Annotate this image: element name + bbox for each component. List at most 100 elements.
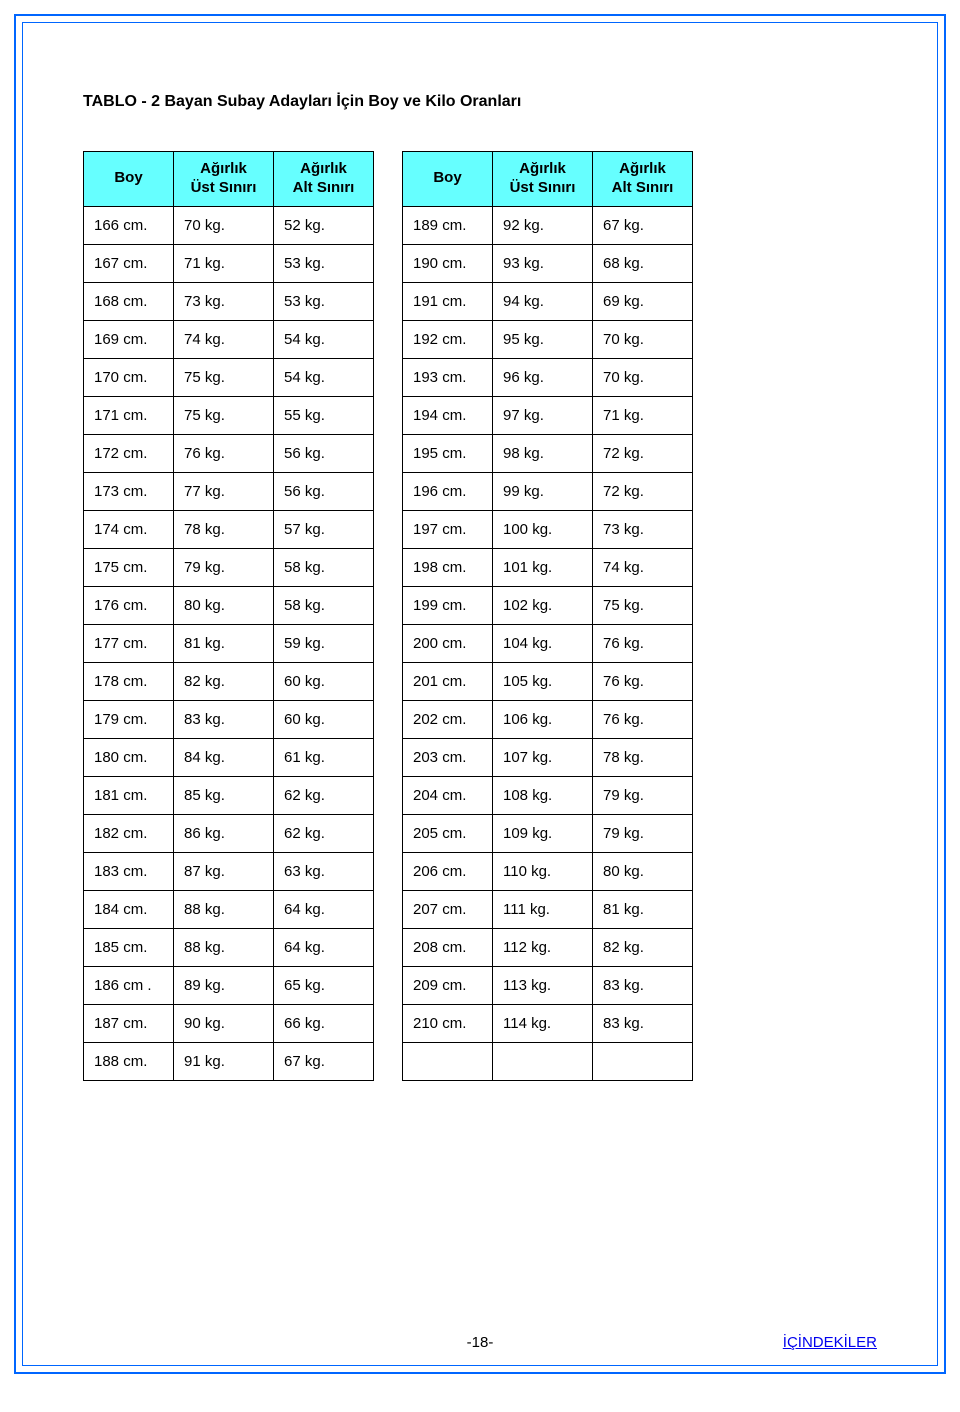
table-cell: 175 cm. [84,548,174,586]
table-cell: 78 kg. [593,738,693,776]
table-cell: 68 kg. [593,244,693,282]
table-cell: 109 kg. [493,814,593,852]
table-cell: 58 kg. [274,548,374,586]
table-row: 190 cm.93 kg.68 kg. [403,244,693,282]
table-cell: 106 kg. [493,700,593,738]
table-row: 202 cm.106 kg.76 kg. [403,700,693,738]
table-row: 188 cm.91 kg.67 kg. [84,1042,374,1080]
table-row: 207 cm.111 kg.81 kg. [403,890,693,928]
table-row: 175 cm.79 kg.58 kg. [84,548,374,586]
table-row: 184 cm.88 kg.64 kg. [84,890,374,928]
table-cell: 183 cm. [84,852,174,890]
table-cell: 112 kg. [493,928,593,966]
col-header-ust: AğırlıkÜst Sınırı [174,152,274,207]
table-cell: 201 cm. [403,662,493,700]
table-cell: 87 kg. [174,852,274,890]
col-header-boy: Boy [403,152,493,207]
table-cell: 169 cm. [84,320,174,358]
table-cell: 75 kg. [593,586,693,624]
table-row: 206 cm.110 kg.80 kg. [403,852,693,890]
table-cell: 190 cm. [403,244,493,282]
table-cell: 61 kg. [274,738,374,776]
table-left-body: 166 cm.70 kg.52 kg.167 cm.71 kg.53 kg.16… [84,206,374,1080]
table-cell: 75 kg. [174,396,274,434]
table-cell: 70 kg. [174,206,274,244]
table-cell: 83 kg. [174,700,274,738]
table-cell: 70 kg. [593,358,693,396]
table-cell: 202 cm. [403,700,493,738]
table-row: 189 cm.92 kg.67 kg. [403,206,693,244]
table-cell: 81 kg. [174,624,274,662]
table-cell: 76 kg. [593,700,693,738]
page-number: -18- [203,1334,757,1351]
table-row: 170 cm.75 kg.54 kg. [84,358,374,396]
toc-link[interactable]: İÇİNDEKİLER [783,1334,877,1351]
table-cell: 182 cm. [84,814,174,852]
table-row: 195 cm.98 kg.72 kg. [403,434,693,472]
table-cell: 195 cm. [403,434,493,472]
table-cell: 167 cm. [84,244,174,282]
inner-frame: TABLO - 2 Bayan Subay Adayları İçin Boy … [22,22,938,1366]
table-cell: 209 cm. [403,966,493,1004]
table-cell: 113 kg. [493,966,593,1004]
table-cell: 79 kg. [174,548,274,586]
table-cell: 84 kg. [174,738,274,776]
table-row: 166 cm.70 kg.52 kg. [84,206,374,244]
table-cell: 83 kg. [593,1004,693,1042]
table-cell: 53 kg. [274,244,374,282]
table-cell: 203 cm. [403,738,493,776]
table-cell: 88 kg. [174,890,274,928]
table-cell: 111 kg. [493,890,593,928]
table-cell: 181 cm. [84,776,174,814]
table-cell: 205 cm. [403,814,493,852]
table-cell: 102 kg. [493,586,593,624]
table-cell: 52 kg. [274,206,374,244]
table-cell: 53 kg. [274,282,374,320]
table-cell: 71 kg. [593,396,693,434]
height-weight-table-right: Boy AğırlıkÜst Sınırı AğırlıkAlt Sınırı … [402,151,693,1081]
table-cell: 82 kg. [593,928,693,966]
table-row: 176 cm.80 kg.58 kg. [84,586,374,624]
table-cell: 70 kg. [593,320,693,358]
table-cell: 107 kg. [493,738,593,776]
table-cell: 174 cm. [84,510,174,548]
table-row: 171 cm.75 kg.55 kg. [84,396,374,434]
table-row: 208 cm.112 kg.82 kg. [403,928,693,966]
table-cell: 191 cm. [403,282,493,320]
table-row: 204 cm.108 kg.79 kg. [403,776,693,814]
tables-wrapper: Boy AğırlıkÜst Sınırı AğırlıkAlt Sınırı … [83,151,877,1081]
table-cell: 64 kg. [274,928,374,966]
table-cell: 72 kg. [593,434,693,472]
table-cell [493,1042,593,1080]
table-row: 209 cm.113 kg.83 kg. [403,966,693,1004]
table-cell: 72 kg. [593,472,693,510]
table-cell: 76 kg. [174,434,274,472]
table-row: 185 cm.88 kg.64 kg. [84,928,374,966]
table-row: 187 cm.90 kg.66 kg. [84,1004,374,1042]
table-cell: 92 kg. [493,206,593,244]
table-cell: 62 kg. [274,814,374,852]
table-row: 203 cm.107 kg.78 kg. [403,738,693,776]
table-cell: 54 kg. [274,320,374,358]
col-header-boy: Boy [84,152,174,207]
table-cell: 187 cm. [84,1004,174,1042]
table-cell: 184 cm. [84,890,174,928]
table-cell: 185 cm. [84,928,174,966]
table-cell: 60 kg. [274,662,374,700]
table-cell: 198 cm. [403,548,493,586]
table-cell: 188 cm. [84,1042,174,1080]
table-cell: 67 kg. [593,206,693,244]
table-cell: 96 kg. [493,358,593,396]
table-cell: 89 kg. [174,966,274,1004]
table-cell: 93 kg. [493,244,593,282]
table-row: 177 cm.81 kg.59 kg. [84,624,374,662]
table-cell: 56 kg. [274,472,374,510]
table-row: 180 cm.84 kg.61 kg. [84,738,374,776]
table-row: 197 cm.100 kg.73 kg. [403,510,693,548]
height-weight-table-left: Boy AğırlıkÜst Sınırı AğırlıkAlt Sınırı … [83,151,374,1081]
table-row: 191 cm.94 kg.69 kg. [403,282,693,320]
table-cell: 59 kg. [274,624,374,662]
table-cell: 75 kg. [174,358,274,396]
table-cell: 65 kg. [274,966,374,1004]
col-header-ust: AğırlıkÜst Sınırı [493,152,593,207]
